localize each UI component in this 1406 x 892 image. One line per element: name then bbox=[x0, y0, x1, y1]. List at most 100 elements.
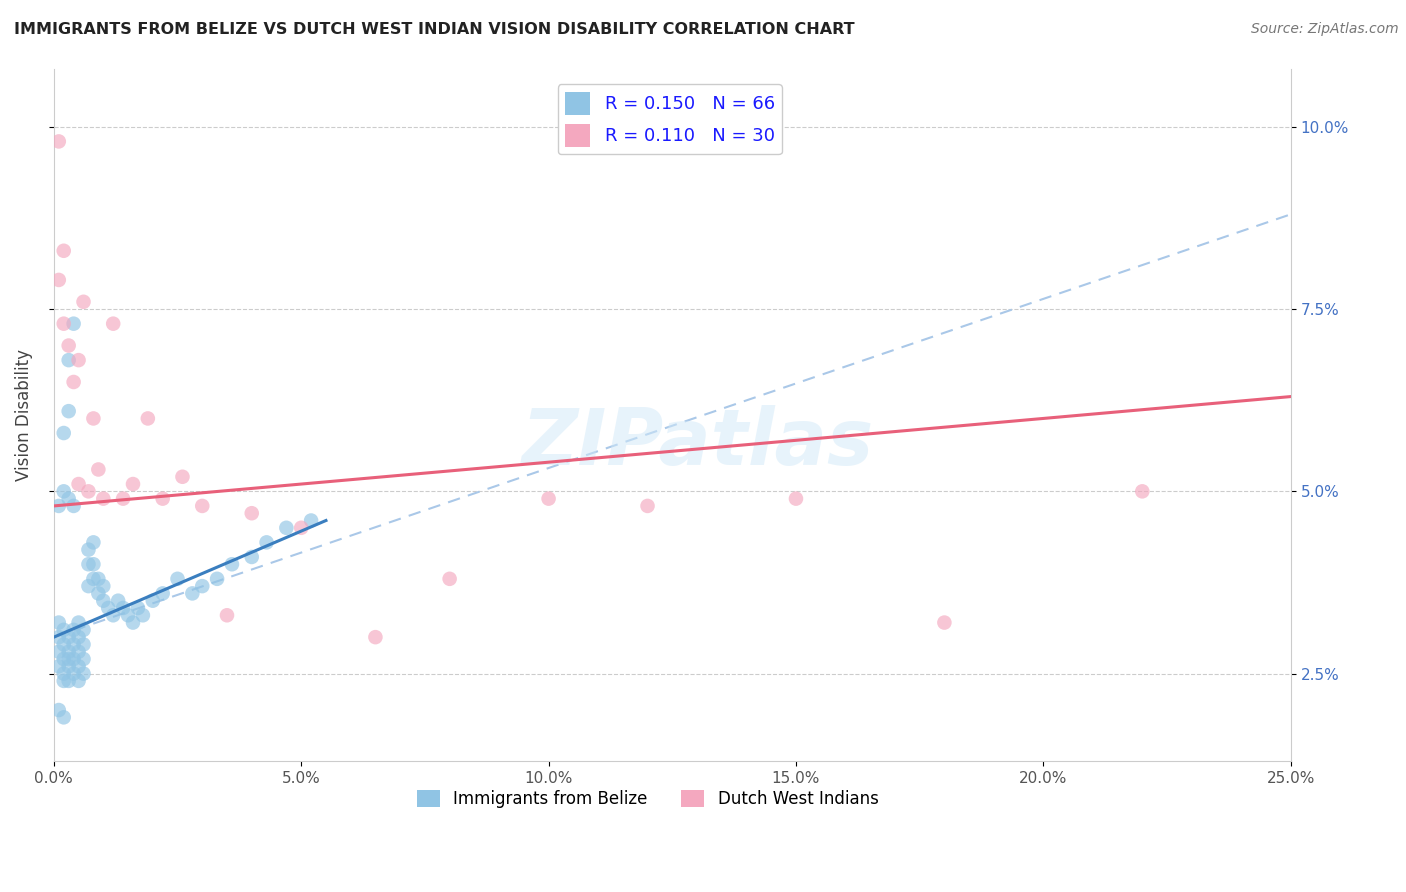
Point bbox=[52, 317, 75, 331]
Point bbox=[240, 506, 263, 520]
Point bbox=[67, 630, 90, 644]
Point bbox=[191, 499, 214, 513]
Point bbox=[77, 558, 100, 572]
Point bbox=[82, 411, 104, 425]
Point bbox=[67, 353, 90, 368]
Point bbox=[48, 135, 70, 149]
Point bbox=[48, 703, 70, 717]
Point bbox=[58, 645, 80, 659]
Point bbox=[67, 477, 90, 491]
Point bbox=[67, 645, 90, 659]
Point bbox=[62, 375, 84, 389]
Point bbox=[58, 491, 80, 506]
Point bbox=[82, 558, 104, 572]
Point bbox=[62, 623, 84, 637]
Point bbox=[364, 630, 387, 644]
Point bbox=[103, 317, 125, 331]
Point bbox=[112, 601, 135, 615]
Point bbox=[537, 491, 560, 506]
Point bbox=[107, 593, 129, 607]
Point bbox=[87, 572, 110, 586]
Text: ZIPatlas: ZIPatlas bbox=[520, 404, 873, 481]
Point bbox=[62, 637, 84, 651]
Point bbox=[152, 491, 174, 506]
Point bbox=[58, 353, 80, 368]
Point bbox=[166, 572, 188, 586]
Point bbox=[72, 637, 94, 651]
Point bbox=[276, 521, 298, 535]
Point bbox=[48, 499, 70, 513]
Point bbox=[91, 579, 114, 593]
Point bbox=[77, 579, 100, 593]
Point bbox=[58, 338, 80, 352]
Point bbox=[439, 572, 461, 586]
Point bbox=[221, 558, 243, 572]
Point bbox=[136, 411, 159, 425]
Point bbox=[934, 615, 956, 630]
Point bbox=[52, 673, 75, 688]
Point bbox=[52, 637, 75, 651]
Point bbox=[127, 601, 149, 615]
Y-axis label: Vision Disability: Vision Disability bbox=[15, 349, 32, 481]
Point bbox=[77, 542, 100, 557]
Point bbox=[785, 491, 807, 506]
Point bbox=[72, 652, 94, 666]
Point bbox=[91, 491, 114, 506]
Point bbox=[48, 659, 70, 673]
Point bbox=[240, 549, 263, 564]
Point bbox=[62, 499, 84, 513]
Point bbox=[58, 404, 80, 418]
Point bbox=[122, 615, 145, 630]
Point bbox=[181, 586, 204, 600]
Point bbox=[82, 572, 104, 586]
Point bbox=[72, 623, 94, 637]
Point bbox=[91, 593, 114, 607]
Legend: Immigrants from Belize, Dutch West Indians: Immigrants from Belize, Dutch West India… bbox=[411, 783, 886, 815]
Point bbox=[52, 425, 75, 440]
Point bbox=[191, 579, 214, 593]
Point bbox=[117, 608, 139, 623]
Point bbox=[67, 673, 90, 688]
Point bbox=[52, 623, 75, 637]
Point bbox=[142, 593, 165, 607]
Point bbox=[62, 317, 84, 331]
Point bbox=[72, 666, 94, 681]
Point bbox=[132, 608, 155, 623]
Point bbox=[82, 535, 104, 549]
Point bbox=[112, 491, 135, 506]
Point bbox=[290, 521, 312, 535]
Point bbox=[205, 572, 228, 586]
Point bbox=[152, 586, 174, 600]
Point bbox=[52, 666, 75, 681]
Point bbox=[72, 294, 94, 309]
Point bbox=[48, 615, 70, 630]
Point bbox=[52, 484, 75, 499]
Point bbox=[67, 659, 90, 673]
Point bbox=[58, 630, 80, 644]
Text: Source: ZipAtlas.com: Source: ZipAtlas.com bbox=[1251, 22, 1399, 37]
Point bbox=[97, 601, 120, 615]
Point bbox=[122, 477, 145, 491]
Point bbox=[62, 666, 84, 681]
Point bbox=[48, 273, 70, 287]
Point bbox=[172, 469, 194, 483]
Point bbox=[87, 462, 110, 476]
Point bbox=[62, 652, 84, 666]
Point bbox=[48, 630, 70, 644]
Point bbox=[77, 484, 100, 499]
Point bbox=[637, 499, 659, 513]
Point bbox=[58, 659, 80, 673]
Point bbox=[48, 645, 70, 659]
Point bbox=[299, 514, 322, 528]
Point bbox=[58, 673, 80, 688]
Point bbox=[1130, 484, 1153, 499]
Point bbox=[256, 535, 278, 549]
Point bbox=[52, 244, 75, 258]
Point bbox=[58, 652, 80, 666]
Text: IMMIGRANTS FROM BELIZE VS DUTCH WEST INDIAN VISION DISABILITY CORRELATION CHART: IMMIGRANTS FROM BELIZE VS DUTCH WEST IND… bbox=[14, 22, 855, 37]
Point bbox=[215, 608, 238, 623]
Point bbox=[87, 586, 110, 600]
Point bbox=[52, 710, 75, 724]
Point bbox=[52, 652, 75, 666]
Point bbox=[103, 608, 125, 623]
